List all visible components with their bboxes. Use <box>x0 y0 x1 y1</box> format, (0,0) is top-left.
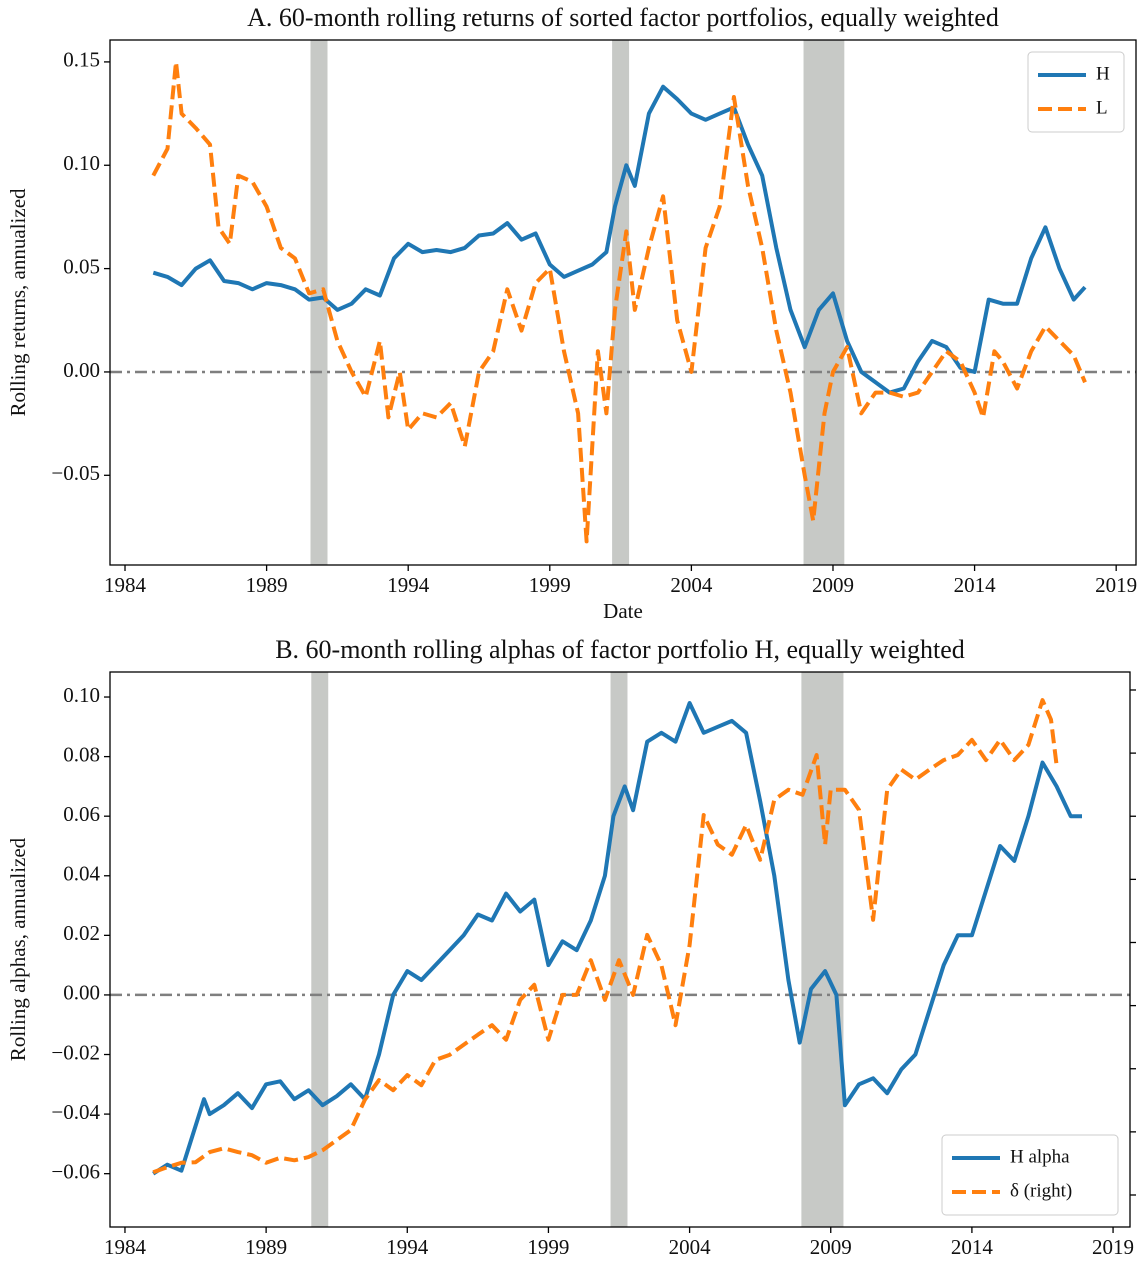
y-axis-label: Rolling alphas, annualized <box>6 837 30 1061</box>
legend-label: δ (right) <box>1010 1180 1072 1201</box>
x-tick-label: 2014 <box>954 573 997 597</box>
y-tick-label: 0.10 <box>63 151 100 175</box>
y-tick-label: 0.04 <box>63 862 100 886</box>
legend: HL <box>1027 51 1125 133</box>
x-tick-label: 2019 <box>1092 1235 1134 1259</box>
y-tick-label: −0.06 <box>51 1159 100 1183</box>
axes-frame <box>109 39 1137 566</box>
x-tick-label: 1984 <box>104 573 147 597</box>
series-line <box>151 59 1087 544</box>
shaded-region <box>610 672 628 1227</box>
chart-title: A. 60-month rolling returns of sorted fa… <box>247 3 999 32</box>
x-tick-label: 1994 <box>386 1235 429 1259</box>
series-line <box>152 701 1082 1176</box>
y-tick-label: 0.00 <box>63 981 100 1005</box>
y-tick-label: 0.06 <box>63 802 100 826</box>
x-tick-label: 2019 <box>1095 573 1137 597</box>
legend-label: H alpha <box>1010 1146 1070 1167</box>
series-line <box>152 84 1087 395</box>
x-tick-label: 1984 <box>104 1235 147 1259</box>
y-tick-label: 0.05 <box>63 254 100 278</box>
y-tick-label: 0.10 <box>63 683 100 707</box>
axes-frame <box>109 671 1131 1228</box>
x-tick-label: 1989 <box>245 1235 287 1259</box>
legend-label: L <box>1096 97 1108 118</box>
x-tick-label: 2009 <box>812 573 854 597</box>
legend: H alpha δ (right) <box>941 1134 1119 1216</box>
series-line <box>152 698 1059 1175</box>
y-tick-label: −0.02 <box>51 1040 100 1064</box>
chart-title: B. 60-month rolling alphas of factor por… <box>275 635 965 664</box>
y-tick-label: 0.02 <box>63 921 100 945</box>
x-tick-label: 1999 <box>529 573 571 597</box>
y-tick-label: 0.15 <box>63 48 100 72</box>
shaded-region <box>801 672 844 1227</box>
y-tick-label: −0.04 <box>51 1100 100 1124</box>
x-tick-label: 2014 <box>951 1235 994 1259</box>
y-axis-label: Rolling returns, annualized <box>6 188 30 417</box>
x-axis-label: Date <box>603 599 643 623</box>
legend-label: H <box>1096 63 1110 84</box>
shaded-region <box>311 672 329 1227</box>
x-tick-label: 1989 <box>246 573 288 597</box>
y-tick-label: −0.05 <box>51 461 100 485</box>
x-tick-label: 1999 <box>527 1235 569 1259</box>
x-tick-label: 2009 <box>810 1235 852 1259</box>
legend-box <box>1027 51 1125 133</box>
legend-box <box>941 1134 1119 1216</box>
shaded-region <box>310 40 328 565</box>
x-tick-label: 2004 <box>670 573 713 597</box>
x-tick-label: 1994 <box>387 573 430 597</box>
x-tick-label: 2004 <box>669 1235 712 1259</box>
y-tick-label: 0.08 <box>63 742 100 766</box>
shaded-region <box>612 40 630 565</box>
y-tick-label: 0.00 <box>63 358 100 382</box>
